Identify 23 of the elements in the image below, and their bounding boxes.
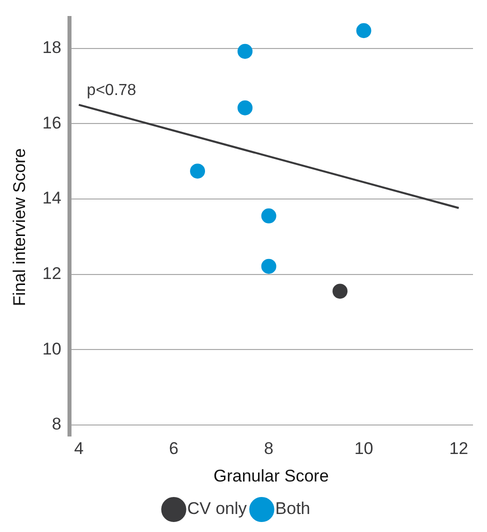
x-tick-label: 4 [74, 439, 84, 458]
point [261, 258, 276, 274]
y-tick-label: 10 [42, 339, 62, 358]
y-tick-label: 12 [42, 264, 62, 283]
point [238, 100, 253, 116]
annotation: p<0.78 [86, 82, 136, 100]
point [332, 284, 348, 299]
x-tick-label: 8 [264, 439, 274, 458]
point [356, 23, 372, 38]
y-tick-label: 18 [42, 38, 62, 58]
point [238, 44, 253, 59]
x-axis-title: Granular Score [214, 466, 329, 486]
y-axis-title: Final interview Score [10, 148, 29, 306]
y-tick-label: 8 [52, 414, 62, 434]
x-tick-label: 12 [449, 439, 468, 458]
y-tick-label: 14 [42, 188, 62, 208]
y-tick-label: 16 [42, 113, 62, 132]
legend-label: Both [275, 499, 310, 518]
x-tick-label: 6 [169, 439, 179, 458]
x-tick-label: 10 [354, 439, 374, 458]
point [190, 164, 206, 179]
point [261, 208, 276, 224]
legend-label: CV only [187, 499, 248, 518]
